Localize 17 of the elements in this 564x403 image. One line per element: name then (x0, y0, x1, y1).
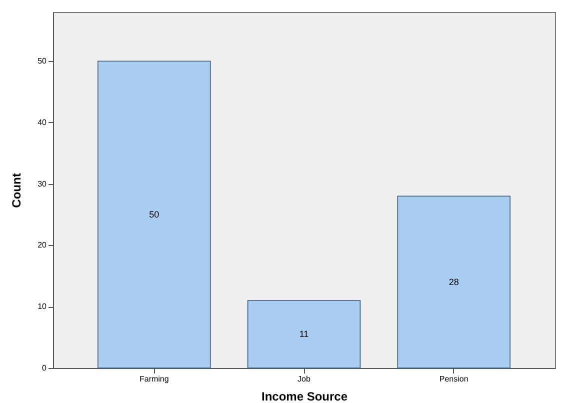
x-axis-title: Income Source (261, 390, 348, 403)
x-tick-label: Job (298, 374, 311, 384)
y-tick-label: 0 (42, 364, 48, 372)
bar (397, 196, 510, 368)
y-tick-label: 30 (38, 179, 48, 188)
data-label: 11 (299, 329, 309, 340)
x-tick-label: Farming (139, 374, 169, 384)
y-tick-label: 10 (38, 302, 48, 312)
data-label: 28 (448, 277, 459, 288)
bar (98, 60, 211, 368)
y-tick-label: 20 (38, 240, 48, 250)
data-label: 50 (149, 210, 160, 220)
y-axis-title: Count (10, 173, 24, 208)
y-tick-label: 40 (38, 118, 48, 127)
y-tick-label: 50 (38, 56, 48, 66)
x-tick-label: Pension (439, 374, 468, 384)
bar (247, 300, 361, 368)
